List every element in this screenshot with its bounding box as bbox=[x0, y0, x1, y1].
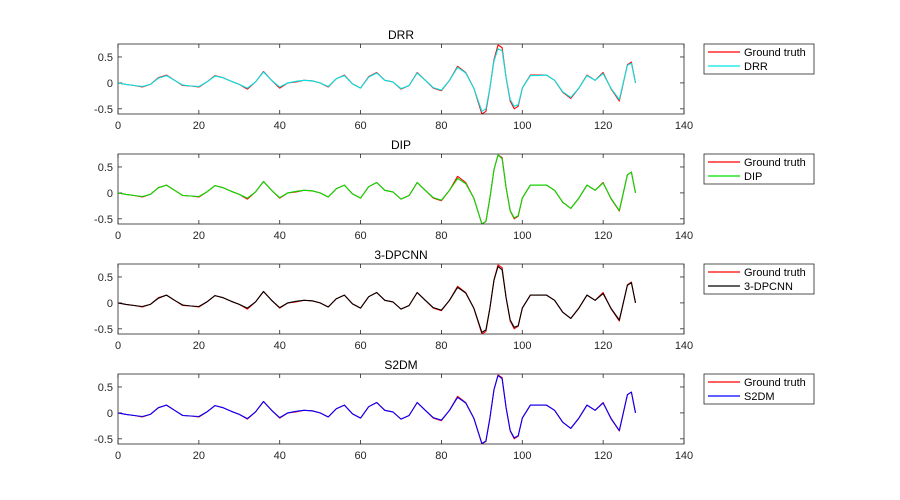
x-tick-label: 40 bbox=[274, 450, 286, 462]
legend: Ground truth DRR bbox=[703, 43, 815, 75]
legend: Ground truth S2DM bbox=[703, 373, 815, 405]
x-tick-label: 20 bbox=[193, 340, 205, 352]
x-tick-label: 80 bbox=[435, 340, 447, 352]
x-tick-label: 120 bbox=[594, 230, 612, 242]
series-line-estimate bbox=[118, 375, 637, 444]
y-tick-label: -0.5 bbox=[94, 434, 113, 446]
legend-label: DIP bbox=[744, 171, 762, 183]
axes-box bbox=[117, 263, 685, 335]
series-line-estimate bbox=[118, 48, 637, 112]
x-tick-label: 40 bbox=[274, 230, 286, 242]
series-line-estimate bbox=[118, 266, 637, 333]
y-tick-label: 0.5 bbox=[98, 272, 113, 284]
y-tick-label: 0.5 bbox=[98, 382, 113, 394]
legend-box bbox=[703, 263, 815, 295]
legend-label: S2DM bbox=[744, 391, 775, 403]
y-tick-label: 0 bbox=[107, 408, 113, 420]
subplot-title: DRR bbox=[388, 28, 414, 42]
x-tick-label: 20 bbox=[193, 230, 205, 242]
axes-box bbox=[117, 373, 685, 445]
x-tick-label: 40 bbox=[274, 120, 286, 132]
series-line-estimate bbox=[118, 154, 637, 224]
x-tick-label: 100 bbox=[513, 450, 531, 462]
x-tick-label: 120 bbox=[594, 450, 612, 462]
x-tick-label: 140 bbox=[675, 340, 693, 352]
axes-box bbox=[117, 43, 685, 115]
x-tick-label: 120 bbox=[594, 120, 612, 132]
y-tick-label: -0.5 bbox=[94, 214, 113, 226]
y-tick-label: 0.5 bbox=[98, 52, 113, 64]
legend-box bbox=[703, 153, 815, 185]
plot-area bbox=[118, 264, 684, 334]
x-tick-label: 140 bbox=[675, 120, 693, 132]
x-tick-label: 100 bbox=[513, 230, 531, 242]
x-tick-label: 20 bbox=[193, 120, 205, 132]
plot-area bbox=[118, 44, 684, 114]
y-tick-label: -0.5 bbox=[94, 104, 113, 116]
plot-area bbox=[118, 154, 684, 224]
y-tick-label: 0 bbox=[107, 78, 113, 90]
legend-label: Ground truth bbox=[744, 377, 806, 389]
x-tick-label: 140 bbox=[675, 450, 693, 462]
legend-label: Ground truth bbox=[744, 157, 806, 169]
x-tick-label: 100 bbox=[513, 120, 531, 132]
subplot-title: DIP bbox=[391, 138, 411, 152]
x-tick-label: 40 bbox=[274, 340, 286, 352]
x-tick-label: 100 bbox=[513, 340, 531, 352]
x-tick-label: 140 bbox=[675, 230, 693, 242]
y-tick-label: -0.5 bbox=[94, 324, 113, 336]
x-tick-label: 60 bbox=[354, 450, 366, 462]
legend-label: Ground truth bbox=[744, 47, 806, 59]
legend-label: 3-DPCNN bbox=[744, 281, 793, 293]
subplot-title: S2DM bbox=[384, 358, 417, 372]
x-tick-label: 80 bbox=[435, 230, 447, 242]
legend-box bbox=[703, 43, 815, 75]
x-tick-label: 60 bbox=[354, 340, 366, 352]
y-tick-label: 0.5 bbox=[98, 162, 113, 174]
x-tick-label: 80 bbox=[435, 120, 447, 132]
legend-label: DRR bbox=[744, 61, 768, 73]
legend-label: Ground truth bbox=[744, 267, 806, 279]
subplot-title: 3-DPCNN bbox=[374, 248, 427, 262]
x-tick-label: 0 bbox=[115, 120, 121, 132]
x-tick-label: 120 bbox=[594, 340, 612, 352]
y-tick-label: 0 bbox=[107, 298, 113, 310]
x-tick-label: 0 bbox=[115, 450, 121, 462]
x-tick-label: 60 bbox=[354, 120, 366, 132]
x-tick-label: 20 bbox=[193, 450, 205, 462]
plot-area bbox=[118, 374, 684, 444]
x-tick-label: 0 bbox=[115, 340, 121, 352]
axes-box bbox=[117, 153, 685, 225]
legend: Ground truth DIP bbox=[703, 153, 815, 185]
legend: Ground truth 3-DPCNN bbox=[703, 263, 815, 295]
y-tick-label: 0 bbox=[107, 188, 113, 200]
legend-box bbox=[703, 373, 815, 405]
x-tick-label: 0 bbox=[115, 230, 121, 242]
x-tick-label: 60 bbox=[354, 230, 366, 242]
x-tick-label: 80 bbox=[435, 450, 447, 462]
